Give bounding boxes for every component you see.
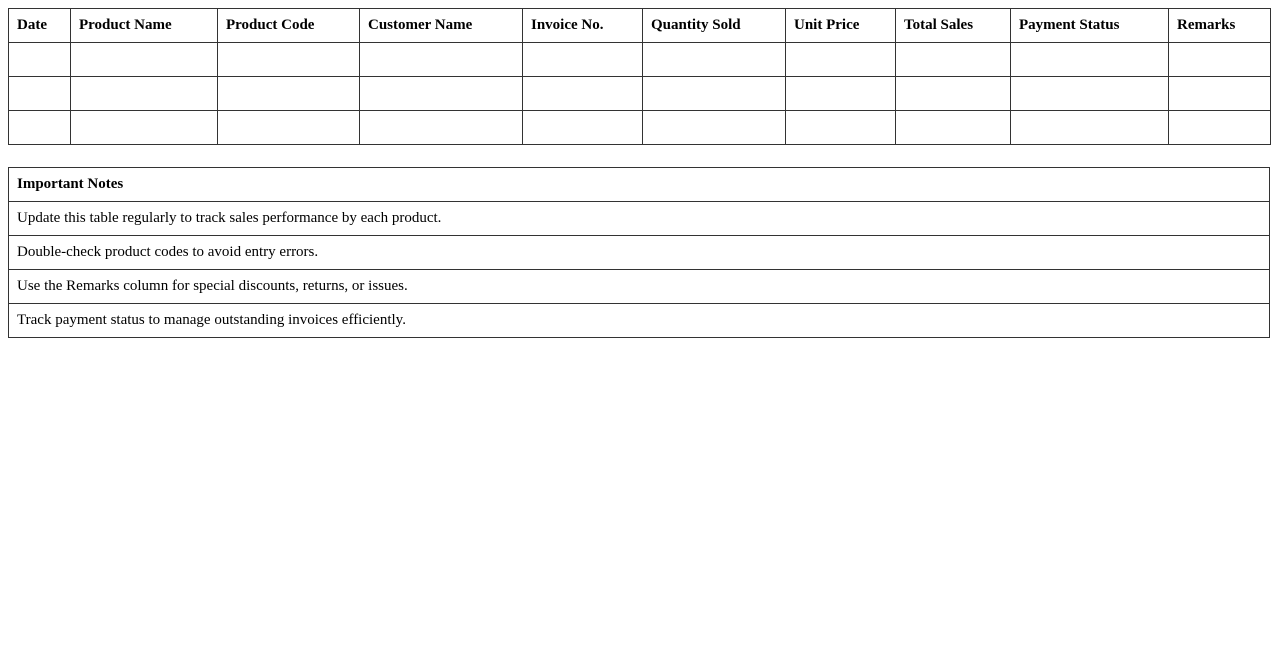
- column-header: Payment Status: [1010, 8, 1169, 43]
- table-cell[interactable]: [1010, 110, 1169, 145]
- sales-table: Date Product Name Product Code Customer Nam…: [8, 8, 1271, 145]
- table-cell[interactable]: [70, 110, 218, 145]
- table-cell[interactable]: [359, 110, 523, 145]
- notes-header-row: Important Notes: [8, 167, 1270, 202]
- table-cell[interactable]: [8, 110, 71, 145]
- table-cell[interactable]: [1168, 42, 1271, 77]
- note-text: Update this table regularly to track sal…: [8, 201, 1270, 236]
- note-text: Use the Remarks column for special disco…: [8, 269, 1270, 304]
- table-cell[interactable]: [70, 76, 218, 111]
- table-cell[interactable]: [1010, 76, 1169, 111]
- note-row: Double-check product codes to avoid entr…: [8, 235, 1270, 270]
- table-cell[interactable]: [642, 76, 786, 111]
- column-header: Total Sales: [895, 8, 1011, 43]
- table-row: [8, 110, 1271, 145]
- header-row: Date Product Name Product Code Customer Nam…: [8, 8, 1271, 43]
- table-cell[interactable]: [785, 76, 896, 111]
- table-cell[interactable]: [8, 76, 71, 111]
- table-cell[interactable]: [1010, 42, 1169, 77]
- table-cell[interactable]: [895, 76, 1011, 111]
- table-cell[interactable]: [642, 110, 786, 145]
- table-cell[interactable]: [217, 110, 360, 145]
- table-cell[interactable]: [785, 42, 896, 77]
- notes-table: Important Notes Update this table regula…: [8, 167, 1270, 338]
- table-cell[interactable]: [895, 110, 1011, 145]
- table-cell[interactable]: [642, 42, 786, 77]
- table-cell[interactable]: [8, 42, 71, 77]
- note-text: Double-check product codes to avoid entr…: [8, 235, 1270, 270]
- column-header: Unit Price: [785, 8, 896, 43]
- note-row: Track payment status to manage outstandi…: [8, 303, 1270, 338]
- table-cell[interactable]: [1168, 76, 1271, 111]
- column-header: Remarks: [1168, 8, 1271, 43]
- table-cell[interactable]: [359, 76, 523, 111]
- table-cell[interactable]: [359, 42, 523, 77]
- table-cell[interactable]: [217, 42, 360, 77]
- column-header: Customer Name: [359, 8, 523, 43]
- table-row: [8, 42, 1271, 77]
- table-cell[interactable]: [522, 110, 643, 145]
- column-header: Product Name: [70, 8, 218, 43]
- column-header: Date: [8, 8, 71, 43]
- table-cell[interactable]: [522, 76, 643, 111]
- column-header: Product Code: [217, 8, 360, 43]
- column-header: Invoice No.: [522, 8, 643, 43]
- note-row: Update this table regularly to track sal…: [8, 201, 1270, 236]
- column-header: Quantity Sold: [642, 8, 786, 43]
- table-cell[interactable]: [1168, 110, 1271, 145]
- table-cell[interactable]: [70, 42, 218, 77]
- notes-title: Important Notes: [8, 167, 1270, 202]
- table-cell[interactable]: [217, 76, 360, 111]
- note-row: Use the Remarks column for special disco…: [8, 269, 1270, 304]
- table-cell[interactable]: [785, 110, 896, 145]
- note-text: Track payment status to manage outstandi…: [8, 303, 1270, 338]
- table-cell[interactable]: [895, 42, 1011, 77]
- table-row: [8, 76, 1271, 111]
- table-cell[interactable]: [522, 42, 643, 77]
